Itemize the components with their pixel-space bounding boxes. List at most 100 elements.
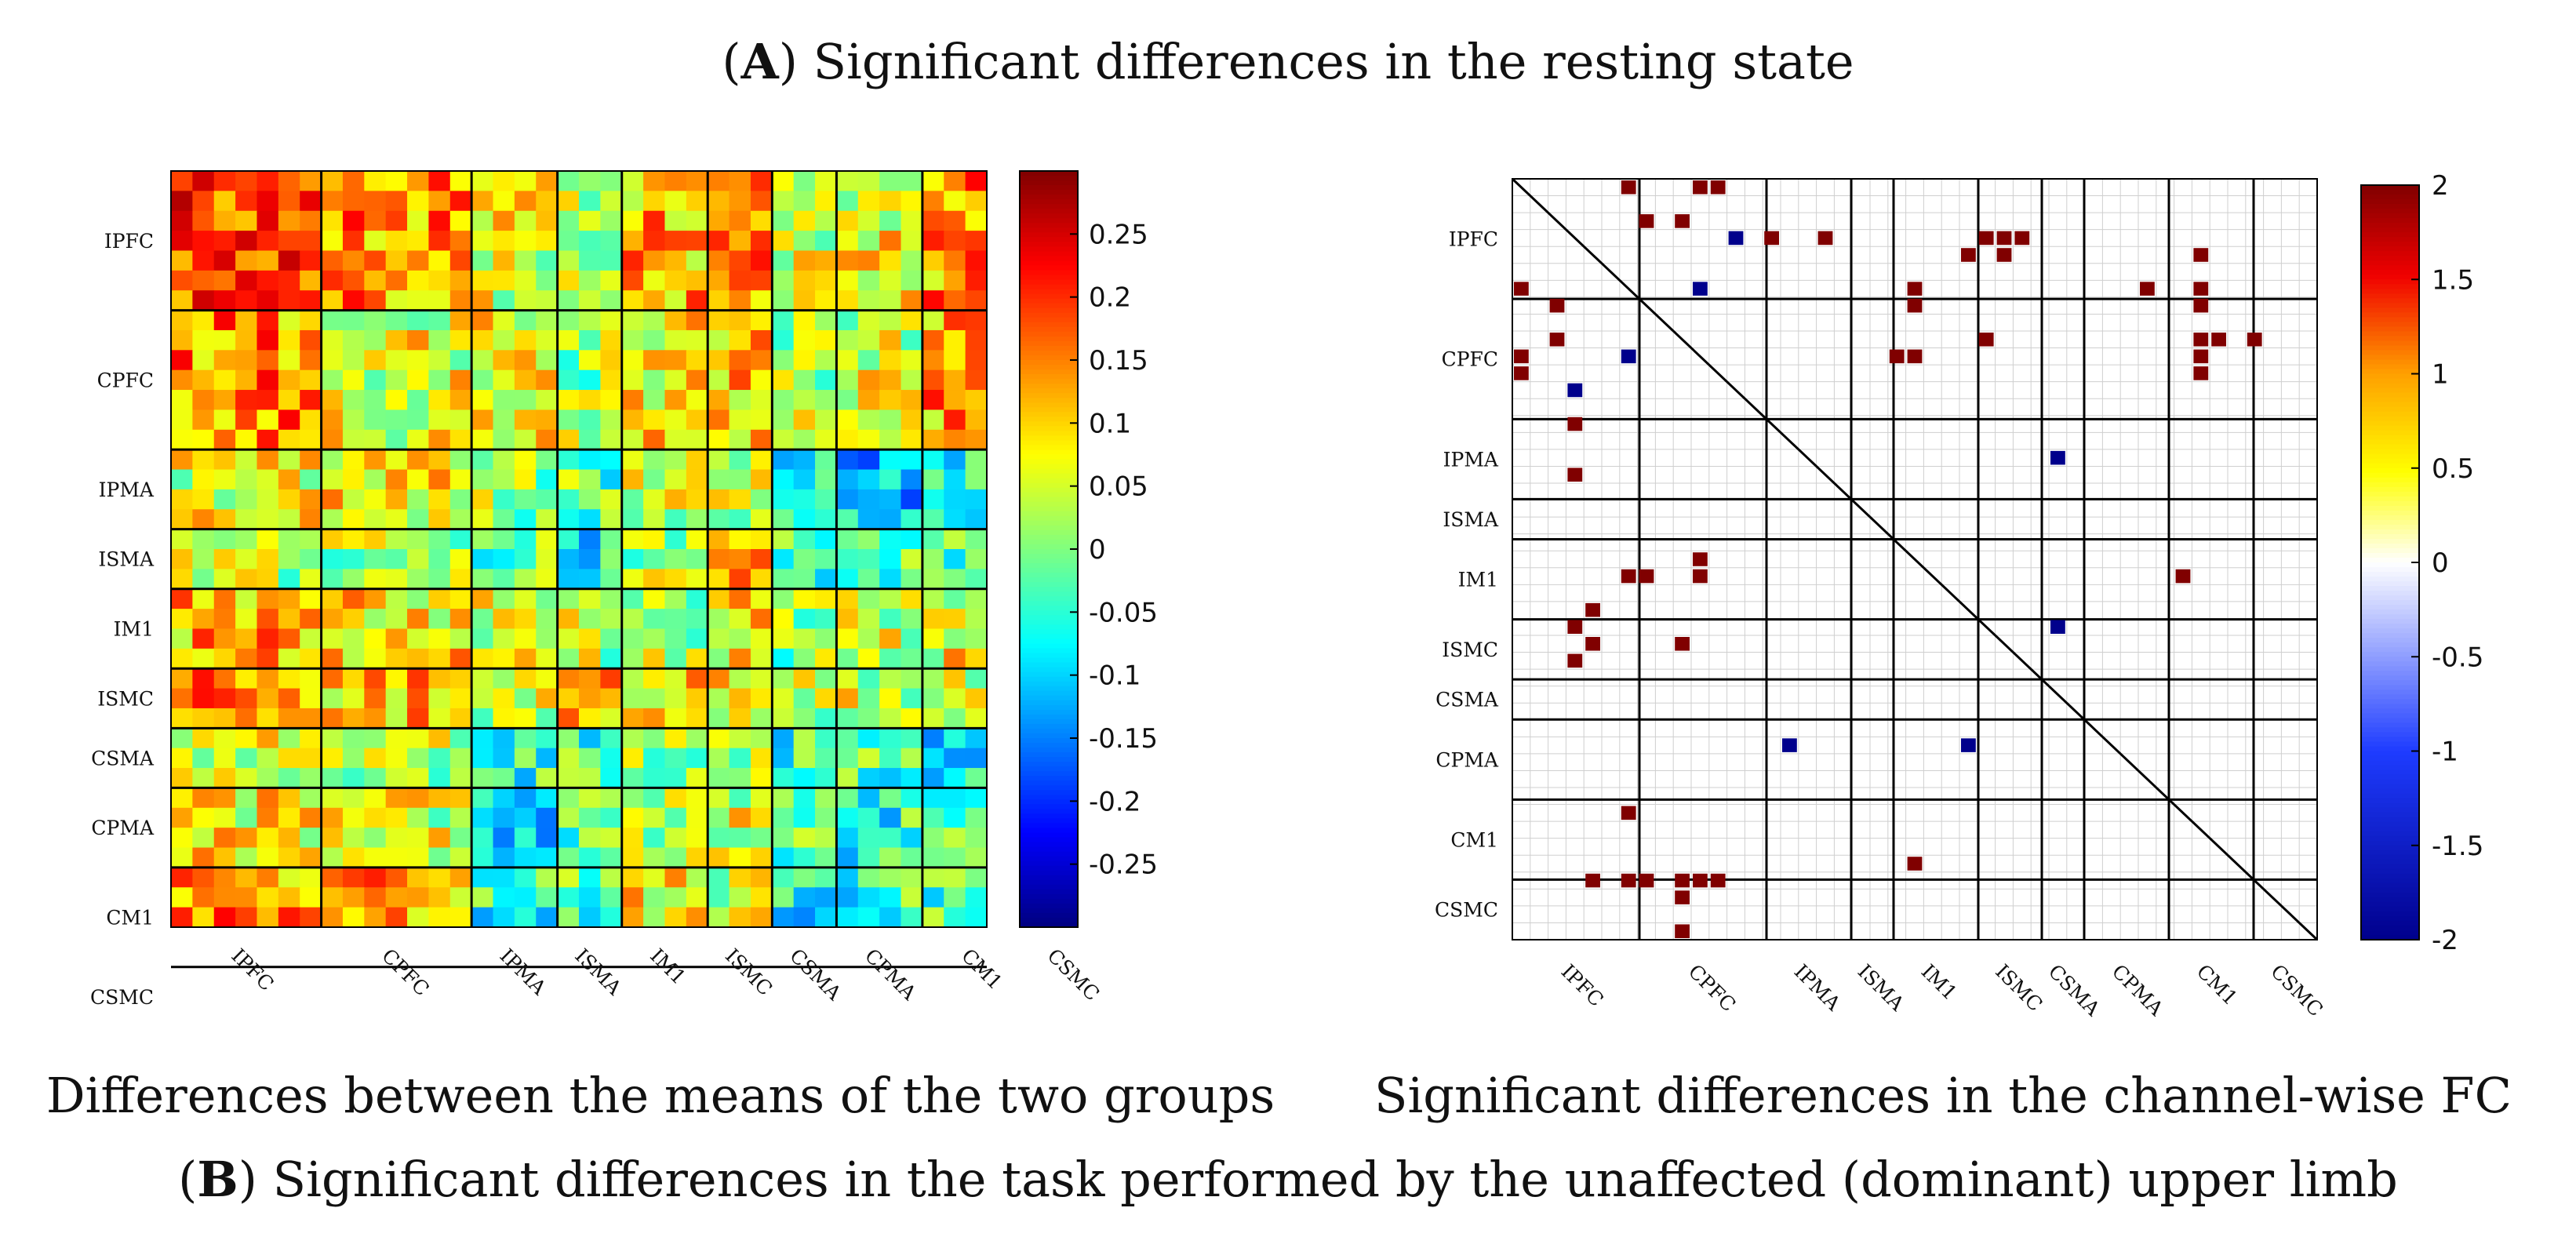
colorbar-segment	[2361, 373, 2419, 380]
colorbar-segment	[2361, 420, 2419, 427]
heatmap-cell	[449, 409, 472, 431]
heatmap-cell	[836, 270, 859, 291]
bottom-title-text: ) Significant differences in the task pe…	[238, 1151, 2398, 1208]
heatmap-cell	[257, 609, 279, 630]
heatmap-cell	[708, 369, 730, 391]
significant-cell	[2193, 333, 2209, 347]
heatmap-cell	[664, 668, 687, 689]
colorbar-segment	[1020, 279, 1078, 286]
heatmap-cell	[235, 210, 258, 231]
heatmap-cell	[257, 310, 279, 331]
colorbar-segment	[2361, 491, 2419, 497]
heatmap-cell	[342, 449, 365, 471]
heatmap-cell	[557, 191, 580, 212]
heatmap-cell	[836, 588, 859, 609]
heatmap-cell	[600, 469, 623, 490]
heatmap-cell	[772, 648, 795, 669]
colorbar-segment	[1020, 312, 1078, 318]
heatmap-cell	[192, 310, 215, 331]
heatmap-cell	[235, 887, 258, 908]
heatmap-cell	[579, 628, 601, 649]
colorbar-segment	[1020, 723, 1078, 729]
heatmap-cell	[235, 728, 258, 749]
heatmap-cell	[235, 788, 258, 809]
heatmap-cell	[793, 350, 816, 371]
heatmap-cell	[815, 429, 838, 450]
heatmap-cell	[257, 708, 279, 729]
heatmap-cell	[944, 628, 966, 649]
heatmap-cell	[342, 788, 365, 809]
heatmap-cell	[621, 728, 644, 749]
heatmap-cell	[686, 270, 708, 291]
colorbar-segment	[2361, 609, 2419, 615]
heatmap-cell	[772, 588, 795, 609]
heatmap-cell	[664, 847, 687, 868]
heatmap-cell	[493, 549, 515, 569]
colorbar-segment	[1020, 529, 1078, 536]
heatmap-cell	[729, 210, 751, 231]
heatmap-cell	[449, 210, 472, 231]
heatmap-cell	[300, 250, 322, 271]
heatmap-cell	[471, 828, 494, 849]
colorbar-segment	[1020, 374, 1078, 380]
colorbar-segment	[1020, 459, 1078, 465]
heatmap-cell	[836, 290, 859, 311]
heatmap-cell	[600, 509, 623, 530]
colorbar-segment	[1020, 728, 1078, 734]
heatmap-cell	[686, 807, 708, 828]
heatmap-cell	[342, 688, 365, 709]
heatmap-cell	[643, 290, 666, 311]
heatmap-cell	[428, 191, 451, 212]
heatmap-cell	[192, 250, 215, 271]
colorbar-segment	[2361, 689, 2419, 695]
significant-cell	[2175, 569, 2191, 584]
heatmap-cell	[536, 788, 558, 809]
significant-cell	[1996, 248, 2012, 262]
heatmap-cell	[772, 210, 795, 231]
heatmap-cell	[643, 449, 666, 471]
colorbar-segment	[2361, 524, 2419, 530]
heatmap-cell	[257, 429, 279, 450]
heatmap-cell	[342, 231, 365, 252]
heatmap-cell	[171, 648, 193, 669]
colorbar-segment	[2361, 298, 2419, 304]
heatmap-cell	[600, 748, 623, 769]
colorbar-tick-label: 0.2	[1089, 282, 1131, 314]
heatmap-cell	[815, 648, 838, 669]
heatmap-cell	[449, 290, 472, 311]
heatmap-cell	[428, 529, 451, 550]
heatmap-cell	[965, 748, 988, 769]
colorbar-segment	[1020, 837, 1078, 843]
heatmap-cell	[643, 549, 666, 569]
heatmap-cell	[300, 768, 322, 789]
colorbar-segment	[1020, 421, 1078, 427]
heatmap-cell	[557, 768, 580, 789]
heatmap-cell	[965, 807, 988, 828]
heatmap-cell	[171, 788, 193, 809]
heatmap-cell	[235, 310, 258, 331]
heatmap-cell	[857, 250, 880, 271]
heatmap-cell	[944, 788, 966, 809]
colorbar-segment	[2361, 326, 2419, 332]
heatmap-cell	[965, 270, 988, 291]
colorbar-segment	[1020, 180, 1078, 186]
colorbar-segment	[2361, 826, 2419, 832]
significant-cell	[1961, 738, 1976, 752]
heatmap-cell	[836, 828, 859, 849]
heatmap-cell	[171, 887, 193, 908]
heatmap-cell	[278, 469, 300, 490]
heatmap-cell	[385, 788, 408, 809]
colorbar-segment	[1020, 615, 1078, 620]
heatmap-cell	[857, 191, 880, 212]
heatmap-cell	[278, 748, 300, 769]
heatmap-cell	[686, 449, 708, 471]
heatmap-cell	[171, 191, 193, 212]
colorbar-segment	[2361, 425, 2419, 431]
heatmap-cell	[278, 867, 300, 888]
heatmap-cell	[772, 270, 795, 291]
heatmap-cell	[257, 250, 279, 271]
heatmap-cell	[815, 867, 838, 888]
colorbar-segment	[2361, 463, 2419, 469]
heatmap-cell	[300, 329, 322, 351]
colorbar-segment	[1020, 355, 1078, 361]
